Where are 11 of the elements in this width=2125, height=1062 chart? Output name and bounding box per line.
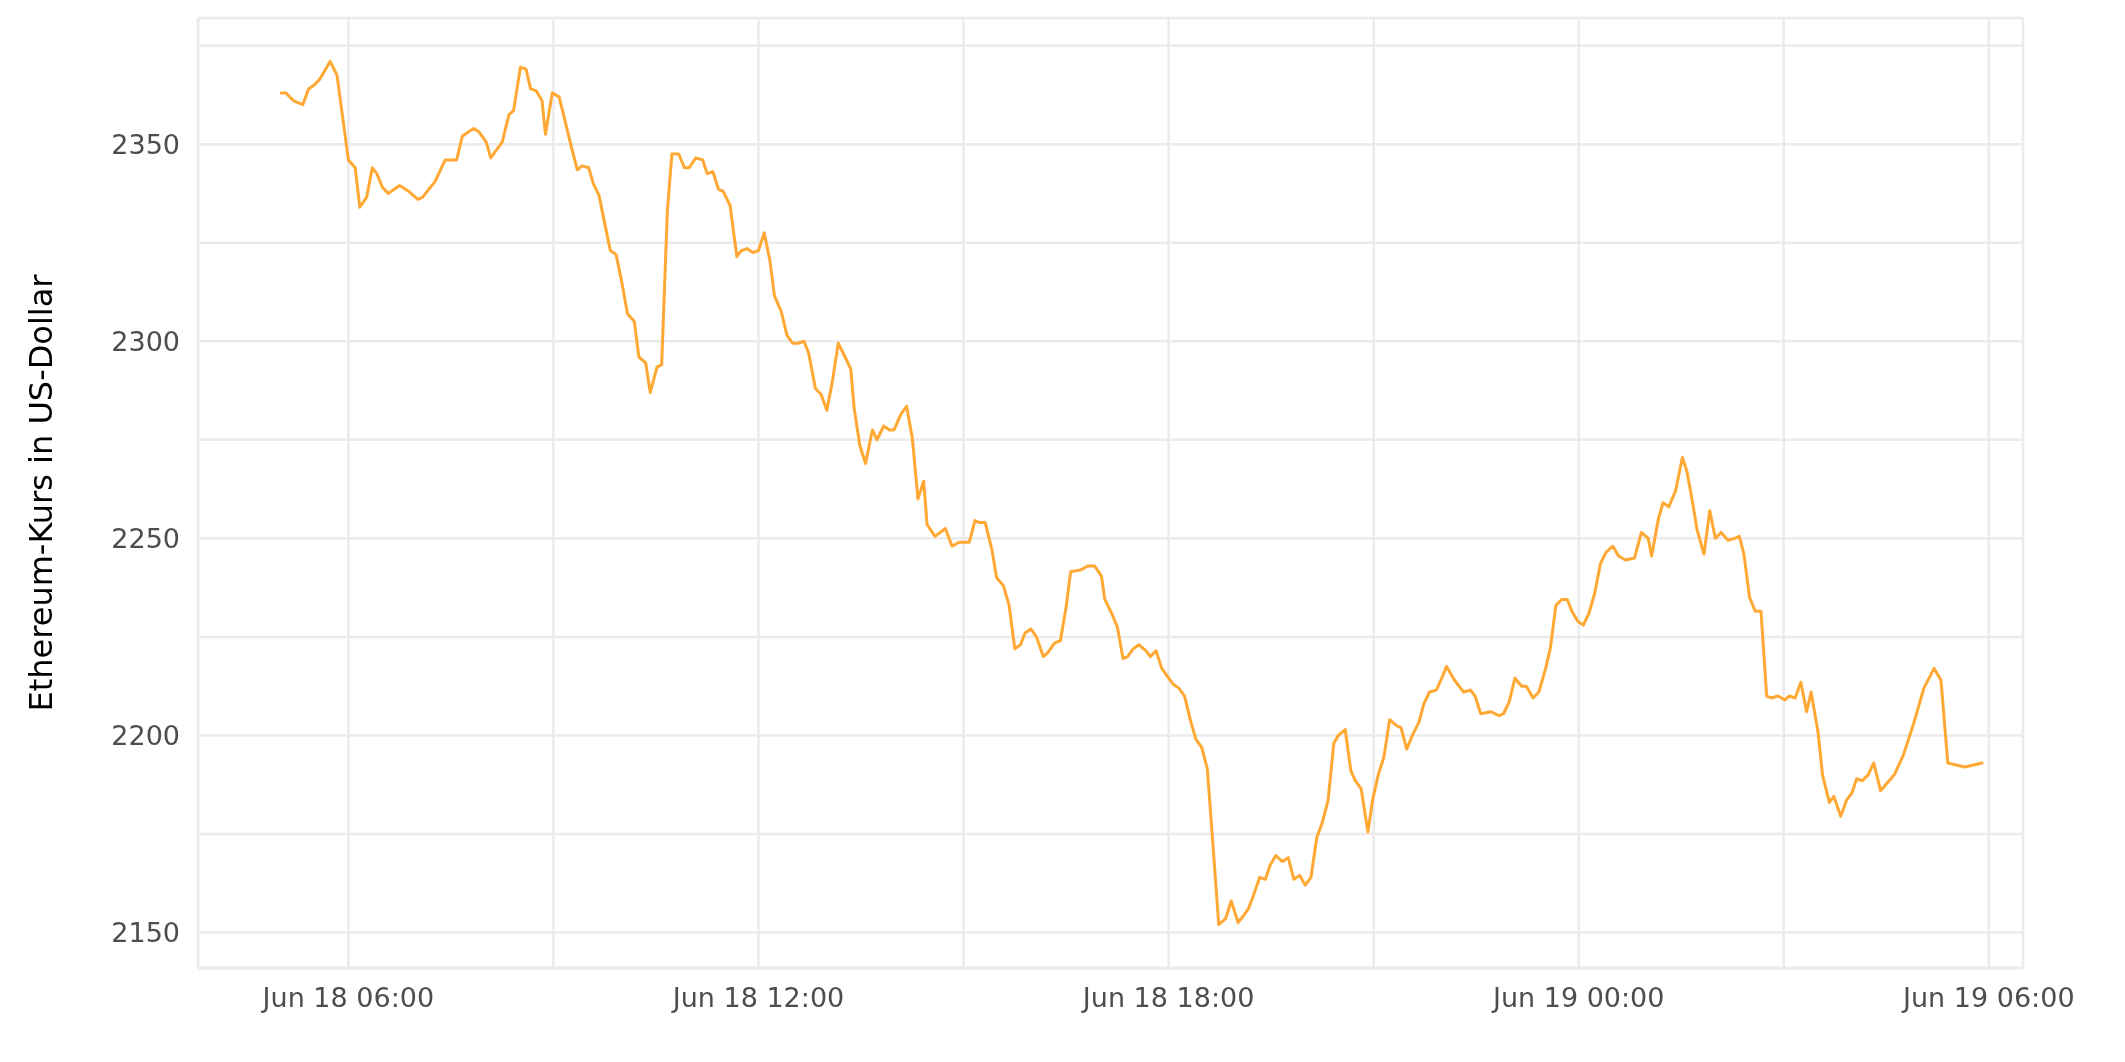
y-tick-label: 2200 xyxy=(111,720,180,752)
y-tick-label: 2150 xyxy=(111,917,180,949)
x-tick-label: Jun 18 18:00 xyxy=(1080,982,1255,1014)
y-axis-title: Ethereum-Kurs in US-Dollar xyxy=(22,273,61,712)
y-tick-label: 2300 xyxy=(111,325,180,357)
x-tick-label: Jun 19 06:00 xyxy=(1901,982,2075,1014)
y-tick-label: 2350 xyxy=(111,128,180,160)
x-tick-label: Jun 18 06:00 xyxy=(260,982,435,1014)
y-tick-label: 2250 xyxy=(111,522,180,554)
x-tick-label: Jun 19 00:00 xyxy=(1490,982,1665,1014)
x-tick-label: Jun 18 12:00 xyxy=(670,982,845,1014)
